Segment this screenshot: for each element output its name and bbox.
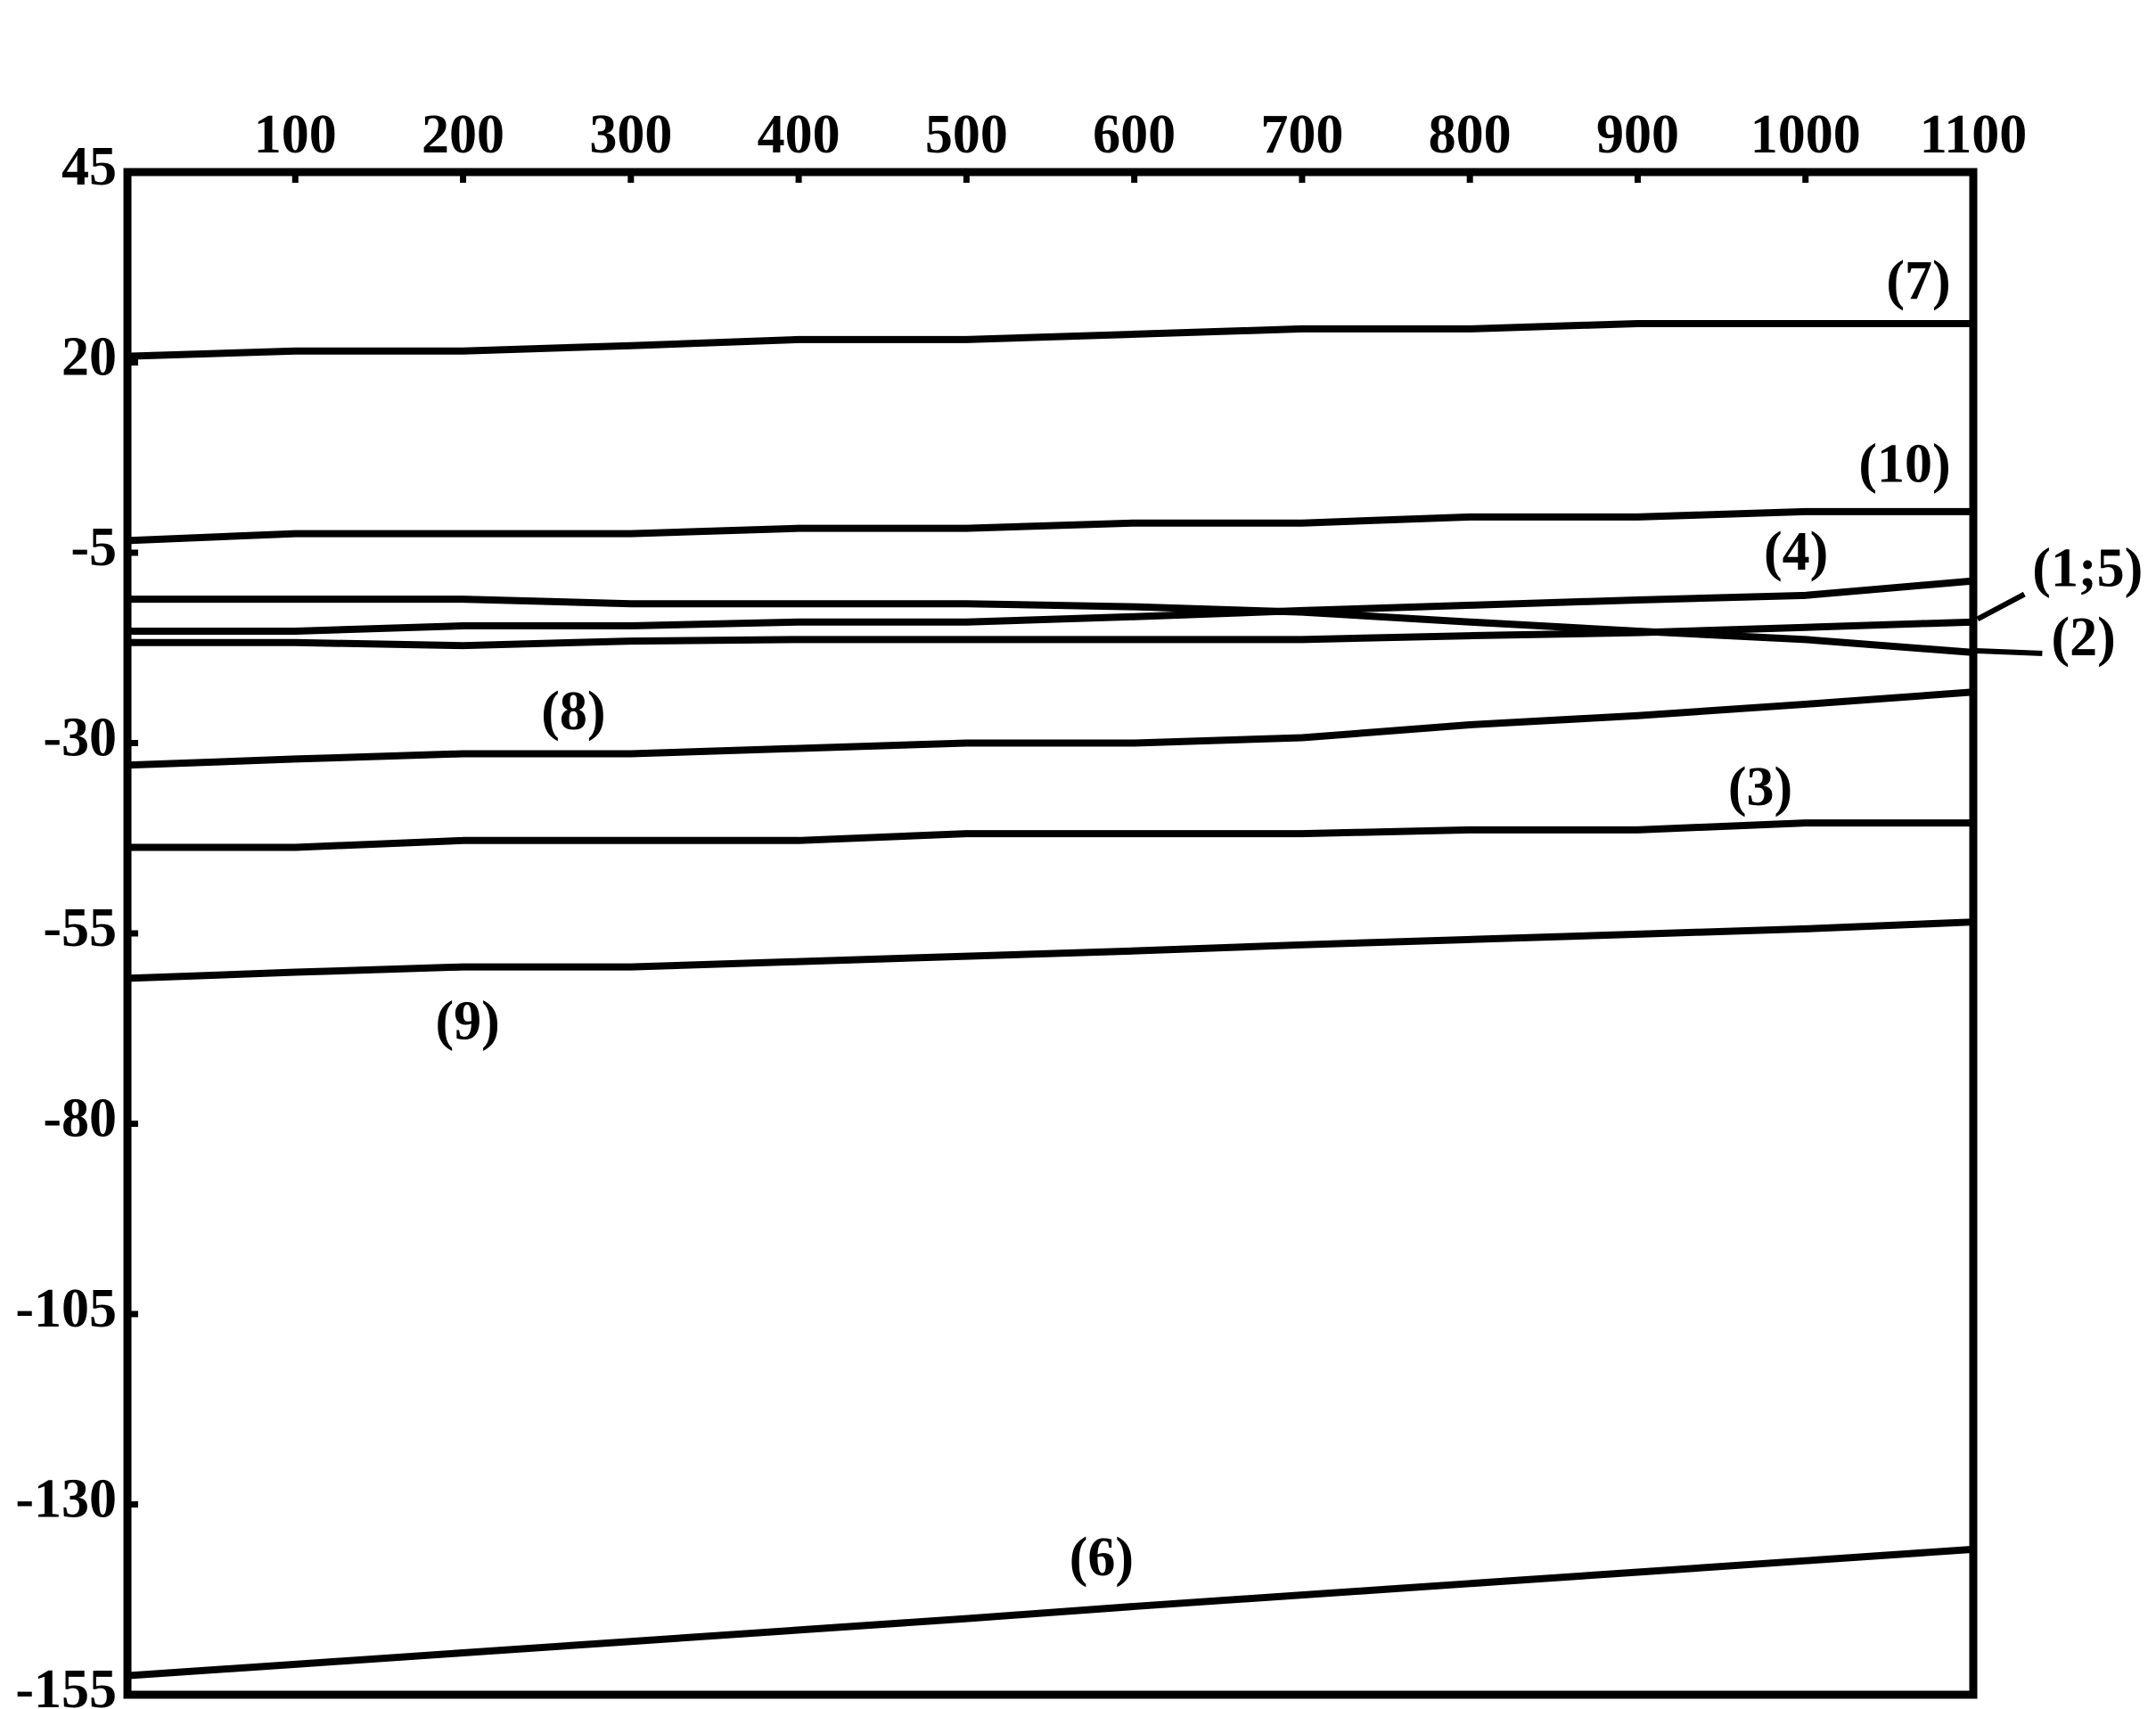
series-label: (4) [1764, 522, 1828, 582]
x-tick-label: 200 [422, 104, 504, 165]
series-label: (6) [1070, 1527, 1134, 1588]
series-label: (9) [435, 990, 499, 1051]
series-label: (10) [1858, 433, 1950, 494]
series-line [127, 688, 1974, 769]
x-tick-label: 1000 [1750, 104, 1861, 165]
series-line [127, 1545, 1974, 1680]
y-tick-label: -55 [43, 898, 117, 958]
y-tick-label: -30 [43, 708, 117, 768]
y-tick-label: -130 [15, 1469, 117, 1530]
y-tick-label: 20 [61, 327, 117, 388]
y-tick-label: -80 [43, 1089, 117, 1149]
leader-line [1973, 647, 2043, 656]
series-label: (8) [541, 681, 605, 742]
y-tick-label: -5 [70, 517, 117, 578]
series-line [127, 819, 1973, 851]
series-line [127, 507, 1973, 545]
x-tick-label: 100 [254, 104, 337, 165]
series-label: (2) [2051, 607, 2115, 668]
x-tick-label: 700 [1260, 104, 1343, 165]
series-label: (1;5) [2032, 538, 2143, 599]
plot-frame [123, 168, 1978, 1699]
y-tick-label: -105 [15, 1278, 117, 1339]
x-tick-label: 600 [1093, 104, 1176, 165]
series-line [127, 918, 1974, 982]
series-line [127, 319, 1973, 360]
x-tick-label: 400 [758, 104, 840, 165]
x-tick-label: 1100 [1920, 104, 2028, 165]
x-tick-label: 900 [1596, 104, 1679, 165]
y-tick-label: -155 [15, 1659, 117, 1709]
x-tick-label: 500 [925, 104, 1008, 165]
series-line [127, 596, 1974, 656]
series-label: (3) [1728, 757, 1792, 818]
series-line [127, 577, 1974, 635]
leader-line [1976, 591, 2026, 622]
y-tick-label: 45 [61, 136, 117, 197]
x-tick-label: 300 [589, 104, 672, 165]
series-label: (7) [1886, 251, 1950, 311]
x-tick-label: 800 [1429, 104, 1512, 165]
